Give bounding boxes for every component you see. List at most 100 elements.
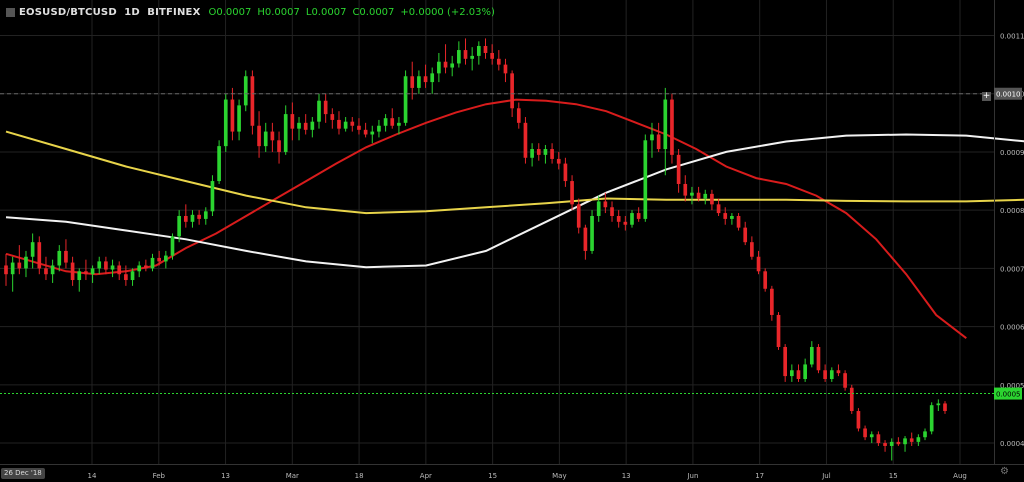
candle[interactable] [290,102,295,141]
candle[interactable] [563,157,568,187]
candle[interactable] [603,192,608,214]
candle[interactable] [163,250,168,269]
candle[interactable] [237,99,241,141]
candle[interactable] [390,108,395,129]
candle[interactable] [756,250,761,275]
candle[interactable] [170,233,175,260]
candle[interactable] [623,215,628,231]
candle[interactable] [796,364,801,382]
candle[interactable] [843,370,847,391]
candle[interactable] [24,250,28,278]
candle[interactable] [896,437,901,446]
candle[interactable] [70,256,75,286]
candles[interactable] [4,38,947,461]
candle[interactable] [203,207,208,225]
candle[interactable] [909,432,914,446]
candle[interactable] [730,213,734,225]
candle[interactable] [943,401,947,414]
candle[interactable] [64,239,68,269]
candle[interactable] [770,285,774,321]
candle[interactable] [283,105,288,155]
candle[interactable] [250,70,255,135]
candle[interactable] [750,236,754,260]
candle[interactable] [417,70,421,94]
candle[interactable] [437,52,441,83]
candle[interactable] [463,38,468,65]
candle[interactable] [570,175,574,211]
candle[interactable] [104,256,108,275]
candle[interactable] [523,117,528,164]
candle[interactable] [310,117,315,138]
candle[interactable] [97,256,102,275]
candle[interactable] [889,438,894,461]
candle[interactable] [630,210,634,228]
candle[interactable] [776,312,781,350]
candle[interactable] [30,233,35,269]
candle[interactable] [710,189,714,211]
candle[interactable] [210,175,215,216]
candle[interactable] [683,175,688,202]
candle[interactable] [783,344,788,382]
candle[interactable] [869,431,874,444]
candle[interactable] [803,358,807,382]
candle[interactable] [363,122,368,138]
candle[interactable] [410,61,415,100]
candle[interactable] [616,210,621,228]
candle[interactable] [903,436,907,452]
candle[interactable] [743,221,748,246]
candle[interactable] [690,186,694,205]
candle[interactable] [670,93,674,164]
candle[interactable] [516,102,521,129]
candle[interactable] [157,250,162,266]
candle[interactable] [576,198,581,234]
candle[interactable] [323,93,328,123]
candle[interactable] [470,47,475,71]
candle[interactable] [257,111,261,158]
candle[interactable] [357,118,361,135]
candle[interactable] [430,67,435,94]
candle[interactable] [703,189,708,205]
candle[interactable] [44,256,48,281]
candle[interactable] [503,58,508,83]
candle[interactable] [676,149,681,193]
candle[interactable] [849,384,854,414]
candle[interactable] [656,122,661,152]
candle[interactable] [270,122,275,152]
candle[interactable] [929,402,934,435]
candle[interactable] [110,259,115,278]
candle[interactable] [317,93,321,129]
candle[interactable] [17,245,22,275]
candle[interactable] [230,87,235,141]
candle[interactable] [536,143,541,161]
candle[interactable] [883,440,887,452]
candle[interactable] [90,265,95,283]
add-alert-plus-icon[interactable]: + [982,91,991,101]
candle[interactable] [936,399,941,412]
candle[interactable] [556,151,561,170]
candle[interactable] [183,204,188,228]
candle[interactable] [543,144,548,164]
candle[interactable] [297,117,301,141]
candle[interactable] [57,245,62,272]
candle[interactable] [483,38,488,59]
candle[interactable] [789,364,794,382]
candle[interactable] [696,186,701,202]
candle[interactable] [50,259,55,283]
candle[interactable] [823,364,827,382]
candle[interactable] [37,236,42,275]
candle[interactable] [663,87,668,176]
candle[interactable] [117,261,122,281]
candle[interactable] [736,213,741,231]
candle[interactable] [144,259,148,272]
candle[interactable] [816,344,821,374]
candle[interactable] [476,41,481,65]
candle[interactable] [596,195,601,222]
candle[interactable] [190,210,195,228]
symbol-icon[interactable] [6,7,15,17]
candle[interactable] [916,434,921,446]
symbol-title[interactable]: EOSUSD/BTCUSD 1D BITFINEX [19,7,200,18]
candle[interactable] [423,64,428,88]
candle[interactable] [277,131,281,164]
candle[interactable] [863,425,867,441]
candle[interactable] [829,367,834,382]
